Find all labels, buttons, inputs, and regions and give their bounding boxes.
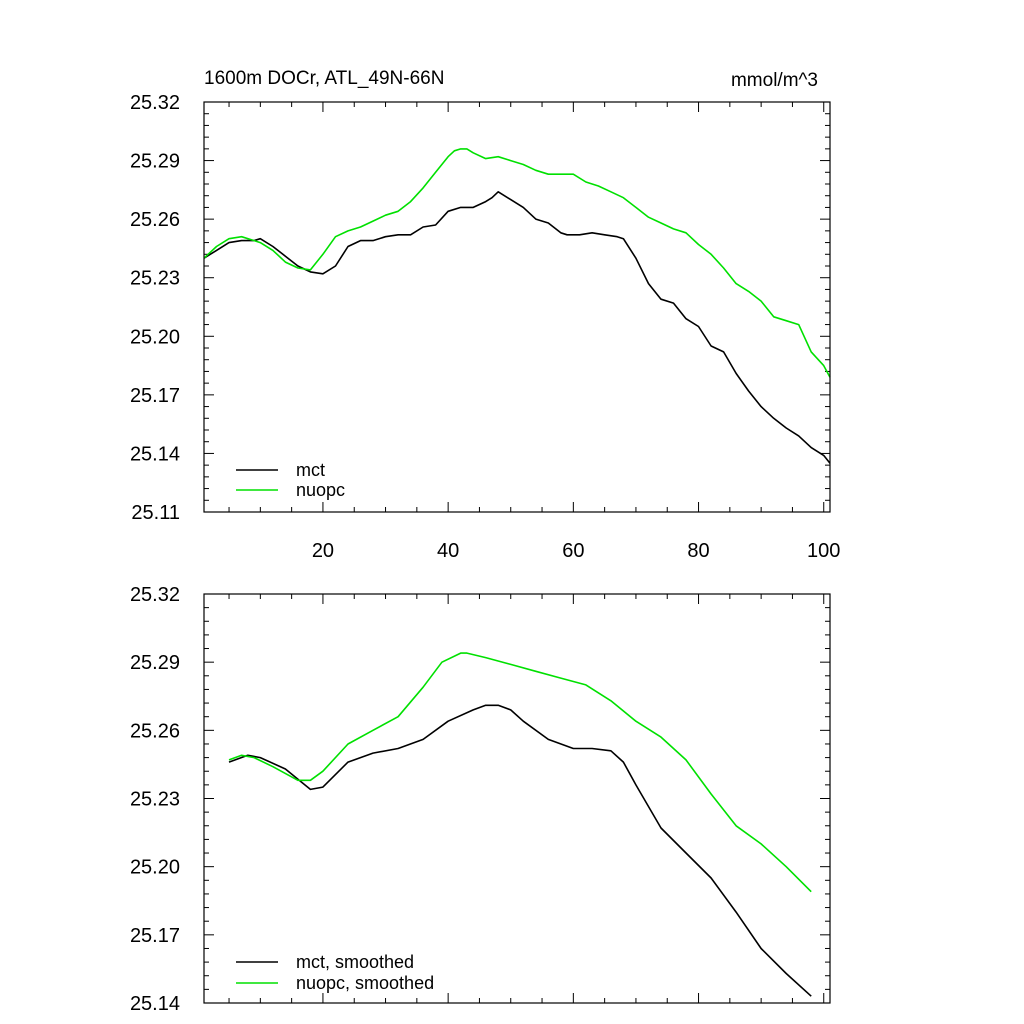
bottom-plot-frame <box>203 593 831 1004</box>
top-legend: mct nuopc <box>236 460 345 500</box>
top-xtick-label: 20 <box>312 540 334 562</box>
bottom-ytick-label: 25.17 <box>130 925 180 947</box>
top-ticks: 25.11 25.14 25.17 25.20 25.23 25.26 25.29 25.32… <box>130 92 840 562</box>
units-label: mmol/m^3 <box>731 70 818 91</box>
legend-label-nuopc: nuopc <box>296 480 345 500</box>
bottom-ytick-label: 25.29 <box>130 652 180 674</box>
top-panel: 1600m DOCr, ATL_49N-66N mmol/m^3 25.1125… <box>130 68 840 562</box>
bottom-panel: 25.14 25.17 25.20 25.23 25.26 25.29 25.32 mct,… <box>130 584 831 1015</box>
top-ytick-label: 25.17 <box>130 385 180 407</box>
top-ytick-label: 25.26 <box>130 209 180 231</box>
top-xtick-label: 60 <box>562 540 584 562</box>
legend-label-mct-smoothed: mct, smoothed <box>296 952 414 972</box>
top-ytick-label: 25.29 <box>130 151 180 173</box>
bottom-series-line-mct <box>228 704 812 997</box>
bottom-ytick-label: 25.23 <box>130 789 180 811</box>
legend-label-nuopc-smoothed: nuopc, smoothed <box>296 973 434 993</box>
top-ytick-label: 25.14 <box>130 443 180 465</box>
top-series-lines <box>203 148 831 464</box>
bottom-ytick-label: 25.20 <box>130 857 180 879</box>
bottom-ytick-label: 25.32 <box>130 584 180 606</box>
top-ytick-label: 25.32 <box>130 92 180 114</box>
top-xtick-label: 40 <box>437 540 459 562</box>
top-ytick-label: 25.20 <box>130 326 180 348</box>
bottom-series-lines <box>228 652 812 997</box>
top-ytick-label: 25.11 <box>131 502 180 524</box>
chart-title: 1600m DOCr, ATL_49N-66N <box>204 68 444 89</box>
top-xtick-label: 80 <box>687 540 709 562</box>
bottom-legend: mct, smoothed nuopc, smoothed <box>236 952 434 993</box>
top-plot-frame <box>203 101 831 513</box>
bottom-ticks: 25.14 25.17 25.20 25.23 25.26 25.29 25.32 <box>130 584 830 1015</box>
top-ytick-label: 25.23 <box>130 268 180 290</box>
bottom-ytick-label: 25.26 <box>130 720 180 742</box>
top-series-line-nuopc <box>203 148 831 378</box>
top-series-line-mct <box>203 191 831 464</box>
bottom-ytick-label: 25.14 <box>130 993 180 1015</box>
legend-label-mct: mct <box>296 460 325 480</box>
top-xtick-label: 100 <box>807 540 840 562</box>
bottom-series-line-nuopc <box>228 652 812 893</box>
